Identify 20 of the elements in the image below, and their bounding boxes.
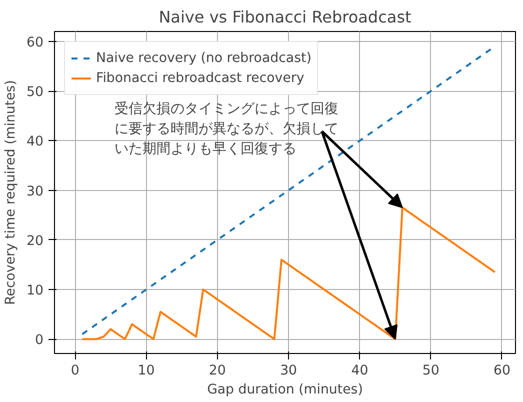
x-tick-label: 60 <box>494 364 510 378</box>
y-tick-label: 50 <box>26 85 44 100</box>
y-tick-label: 60 <box>26 35 44 50</box>
y-tick-label: 0 <box>35 333 44 348</box>
annotation: 受信欠損のタイミングによって回復に要する時間が異なるが、欠損していた期間よりも早く回復する <box>114 101 338 158</box>
x-tick-label: 0 <box>70 364 80 378</box>
y-tick-label: 40 <box>26 134 44 150</box>
y-tick-label: 10 <box>26 283 44 298</box>
x-tick-label: 20 <box>208 364 226 378</box>
x-tick-label: 10 <box>138 364 155 378</box>
legend-label: Fibonacci rebroadcast recovery <box>96 70 304 86</box>
x-axis-title: Gap duration (minutes) <box>207 382 363 398</box>
x-tick-label: 30 <box>280 364 298 378</box>
y-axis-title: Recovery time required (minutes) <box>4 80 19 305</box>
x-tick-label: 40 <box>351 364 368 378</box>
y-tick-label: 20 <box>26 234 44 249</box>
legend-label: Naive recovery (no rebroadcast) <box>96 50 312 66</box>
y-tick-label: 30 <box>26 184 44 200</box>
chart-title: Naive vs Fibonacci Rebroadcast <box>158 8 412 26</box>
x-tick-label: 50 <box>422 364 440 378</box>
